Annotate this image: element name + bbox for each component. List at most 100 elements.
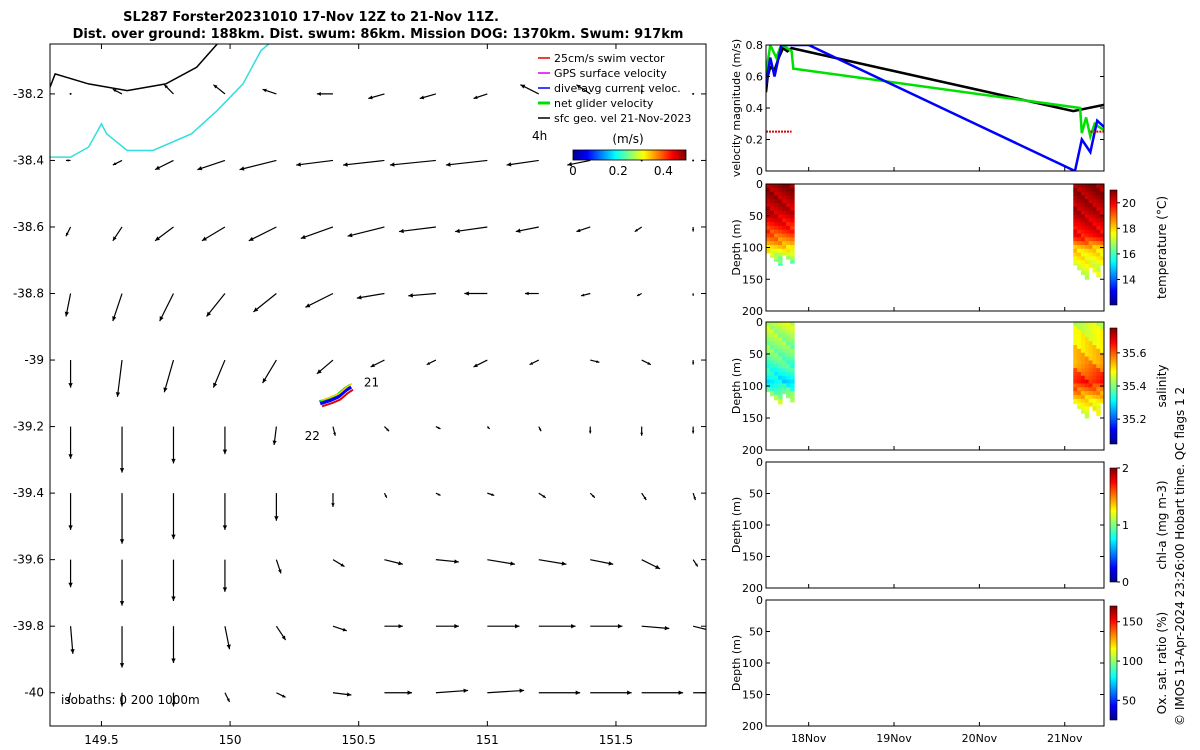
- velocity-vector: [222, 493, 228, 530]
- profile-cell: [1084, 394, 1090, 400]
- profile-cell: [1073, 210, 1078, 215]
- vector-head: [272, 440, 277, 445]
- profile-cell: [1080, 364, 1086, 369]
- profile-cell: [1100, 387, 1105, 392]
- profile-cell: [1080, 210, 1086, 215]
- profile-cell: [1080, 241, 1086, 246]
- profile-cell: [1080, 195, 1086, 200]
- profile-cell: [782, 206, 787, 212]
- profile-cell: [1096, 184, 1101, 189]
- vector-shaft: [239, 159, 277, 171]
- profile-cell: [1088, 203, 1093, 208]
- colorbar-tick-label: 35.2: [1122, 413, 1147, 426]
- velocity-vector: [580, 292, 591, 297]
- vector-head: [419, 95, 425, 100]
- profile-cell: [790, 333, 795, 338]
- profile-cell: [790, 229, 795, 235]
- profile-cell: [1092, 225, 1097, 231]
- vector-head: [171, 534, 176, 540]
- colorbar-tick-label: 1: [1122, 519, 1129, 532]
- profile-cell: [1077, 191, 1082, 196]
- velocity-vector: [383, 492, 388, 498]
- colorbar-tick-label: 0.2: [609, 164, 628, 178]
- profile-cell: [1088, 387, 1093, 392]
- vector-head: [316, 369, 322, 374]
- velocity-vector: [239, 159, 277, 171]
- profile-cell: [770, 379, 775, 384]
- vector-head: [201, 236, 207, 241]
- profile-cell: [1100, 214, 1105, 219]
- velocity-vector: [154, 226, 174, 242]
- colorbar-label: chl-a (mg m-3): [1155, 480, 1169, 569]
- vector-head: [707, 628, 712, 632]
- profile-cell: [770, 387, 775, 392]
- velocity-vector: [206, 293, 226, 317]
- profile-cell: [1080, 379, 1086, 384]
- velocity-vector: [640, 426, 644, 436]
- profile-cell: [782, 391, 787, 395]
- profile-cell: [1092, 368, 1097, 373]
- velocity-vector: [641, 625, 670, 631]
- profile-cell: [1084, 256, 1090, 261]
- profile-cell: [786, 218, 791, 223]
- velocity-vector: [538, 690, 581, 695]
- profile-cell: [1096, 199, 1101, 204]
- profile-cell: [774, 337, 779, 342]
- velocity-vector: [473, 359, 488, 368]
- vector-head: [693, 496, 696, 501]
- vector-head: [112, 236, 117, 241]
- vector-head: [119, 663, 125, 668]
- track-swim: [321, 388, 354, 408]
- profile-cell: [1096, 325, 1101, 331]
- profile-cell: [790, 337, 795, 342]
- velocity-vector: [693, 692, 706, 694]
- profile-cell: [1073, 329, 1078, 335]
- profile-cell: [782, 325, 787, 331]
- profile-cell: [1100, 206, 1105, 212]
- velocity-vector: [576, 84, 591, 95]
- vector-head: [617, 624, 623, 629]
- vector-head: [65, 232, 69, 237]
- profile-cell: [1077, 398, 1082, 404]
- velocity-vector: [419, 93, 437, 100]
- vector-shaft: [163, 359, 175, 393]
- profile-cell: [1088, 248, 1093, 254]
- profile-cell: [1088, 214, 1093, 219]
- colorbar-tick-label: 100: [1122, 655, 1143, 668]
- velocity-vector: [692, 625, 712, 632]
- profile-cell: [770, 225, 775, 231]
- vector-head: [473, 95, 478, 100]
- profile-cell: [778, 387, 783, 392]
- vector-shaft: [538, 559, 567, 565]
- vector-head: [222, 525, 228, 530]
- profile-cell: [1088, 391, 1093, 396]
- profile-cell: [1092, 371, 1097, 377]
- profile-cell: [786, 225, 791, 231]
- profile-cell: [1080, 333, 1086, 338]
- profile-cell: [1096, 410, 1101, 415]
- profile-cell: [782, 184, 787, 189]
- velocity-vector: [473, 93, 488, 100]
- vector-head: [571, 624, 576, 629]
- profile-cell: [1077, 375, 1082, 381]
- velocity-vector: [171, 426, 176, 464]
- profile-cell: [786, 352, 791, 358]
- profile-cell: [1088, 398, 1093, 404]
- vector-head: [342, 627, 347, 632]
- y-tick-label: 150: [742, 551, 763, 564]
- vector-head: [64, 311, 69, 317]
- profile-cell: [1077, 345, 1082, 350]
- profile-cell: [778, 341, 783, 346]
- velocity-vector: [120, 692, 124, 707]
- profile-cell: [1080, 229, 1086, 235]
- profile-cell: [766, 352, 771, 358]
- profile-cell: [1100, 379, 1105, 384]
- velocity-vector: [253, 293, 277, 313]
- profile-cell: [1077, 368, 1082, 373]
- vector-map: 21 22 149.5 150 150.5 151 151.5 -38.2 -38.4 -38.6…: [13, 43, 712, 747]
- profile-cell: [1077, 383, 1082, 388]
- profile-cell: [1080, 391, 1086, 396]
- profile-cell: [1088, 206, 1093, 212]
- profile-cell: [1073, 402, 1078, 405]
- vector-head: [640, 89, 643, 92]
